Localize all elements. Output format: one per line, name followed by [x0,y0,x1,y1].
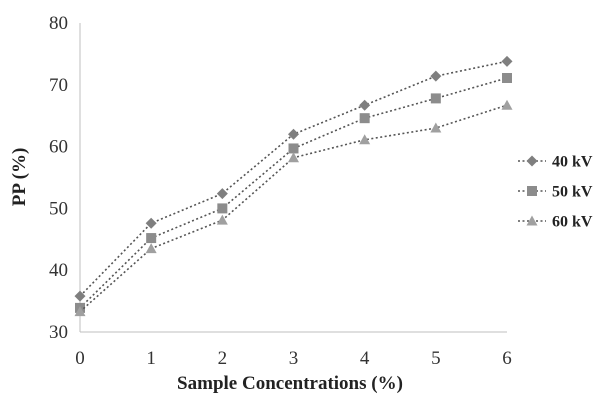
legend: 40 kV 50 kV 60 kV [518,154,593,231]
y-tick-label: 50 [49,198,68,219]
x-tick-label: 4 [360,348,370,369]
data-point [288,128,299,140]
y-tick-labels: 30 40 50 60 70 80 [49,13,68,343]
data-point [430,122,442,133]
legend-label: 50 kV [552,184,593,201]
data-point [430,93,441,104]
data-point [145,217,157,229]
data-point [501,99,513,110]
x-tick-label: 0 [75,348,85,369]
data-point [216,188,228,200]
data-point [217,203,228,214]
legend-label: 60 kV [552,214,593,231]
series-2 [74,99,513,317]
legend-item: 60 kV [518,214,593,231]
series-0 [74,55,513,302]
series-line [79,77,508,309]
data-point [288,152,299,163]
x-tick-label: 5 [431,348,441,369]
y-tick-label: 80 [49,13,68,34]
data-point [359,99,371,111]
x-axis-title: Sample Concentrations (%) [177,373,403,394]
data-point [74,290,86,302]
y-tick-label: 30 [49,322,68,343]
legend-marker [526,215,538,226]
legend-marker [526,155,538,167]
x-tick-label: 1 [146,348,156,369]
data-point [74,306,86,317]
y-tick-label: 60 [49,137,68,158]
data-point [146,233,157,244]
data-point [288,143,299,154]
y-axis-title: PP (%) [9,148,30,207]
data-point [502,73,512,84]
legend-label: 40 kV [552,154,593,171]
x-tick-label: 6 [502,348,512,369]
series-group [74,55,513,317]
data-point [145,243,157,254]
data-point [430,70,442,82]
data-point [216,214,228,225]
axes [79,23,507,333]
y-tick-label: 70 [49,75,68,96]
x-tick-label: 3 [289,348,299,369]
legend-marker [527,186,537,196]
data-point [359,113,370,124]
y-tick-label: 40 [49,260,68,281]
data-point [501,55,513,67]
data-point [359,134,371,145]
legend-item: 50 kV [518,184,593,201]
series-1 [75,73,512,313]
x-tick-label: 2 [218,348,228,369]
x-tick-labels: 0 1 2 3 4 5 6 [75,348,512,369]
legend-item: 40 kV [518,154,593,171]
